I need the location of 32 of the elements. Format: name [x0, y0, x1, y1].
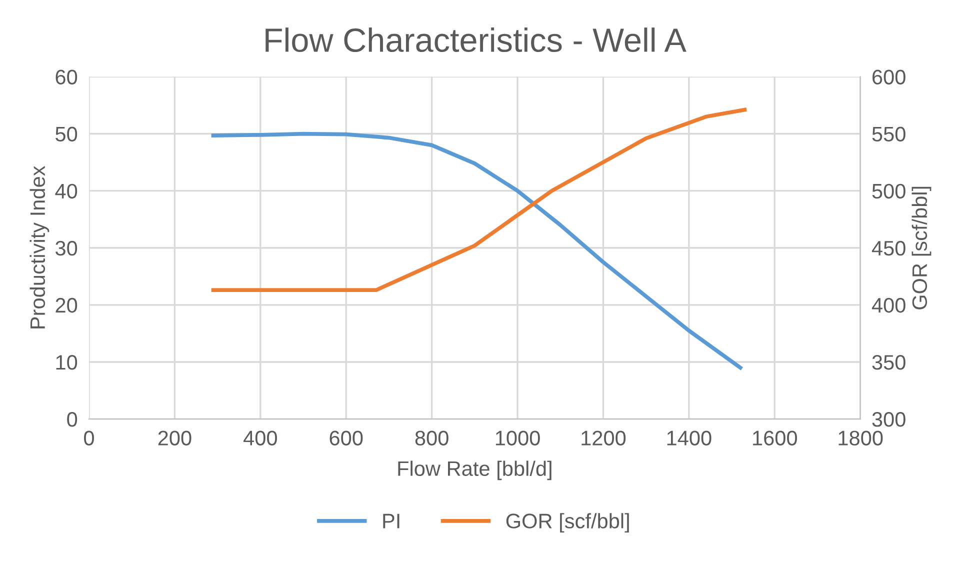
x-tick-label: 1200: [582, 430, 626, 446]
legend-label: GOR [scf/bbl]: [506, 513, 629, 533]
y-tick-label: 10: [56, 354, 78, 370]
y-tick-label: 0: [67, 412, 78, 427]
y-tick-label: 30: [56, 240, 78, 256]
x-tick-label: 0: [84, 430, 94, 446]
y2-tick-label: 500: [872, 184, 906, 199]
x-axis-title: Flow Rate [bbl/d]: [398, 460, 552, 480]
y-axis-title: Productivity Index: [30, 166, 50, 328]
line-series: [211, 108, 747, 292]
y-tick-label: 60: [56, 70, 78, 84]
line-series: [211, 132, 742, 370]
y2-tick-label: 350: [872, 354, 906, 370]
y2-tick-label: 450: [872, 240, 906, 256]
x-tick-label: 1000: [496, 430, 540, 446]
x-tick-label: 1400: [667, 430, 712, 446]
x-tick-label: 1600: [753, 430, 797, 446]
y-tick-label: 50: [56, 126, 78, 142]
chart-title: Flow Characteristics - Well A: [266, 28, 686, 52]
x-tick-label: 200: [158, 430, 192, 446]
x-tick-label: 800: [415, 430, 448, 446]
x-tick-label: 400: [244, 430, 277, 446]
y2-tick-label: 300: [872, 412, 906, 427]
x-tick-label: 1800: [838, 430, 883, 446]
y-tick-label: 20: [56, 298, 78, 313]
y2-tick-label: 600: [872, 70, 906, 84]
y2-axis-title: GOR [scf/bbl]: [912, 186, 932, 310]
y-tick-label: 40: [55, 184, 78, 199]
y2-tick-label: 550: [872, 126, 906, 142]
y2-tick-label: 400: [872, 298, 906, 313]
legend-label: PI: [383, 514, 400, 528]
x-tick-label: 600: [330, 430, 363, 446]
